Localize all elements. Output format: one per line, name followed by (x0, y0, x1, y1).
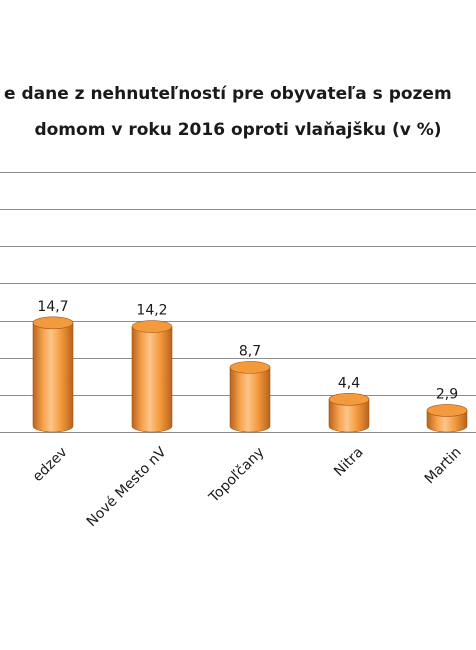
bar-top-cap (328, 393, 370, 406)
category-label: Nové Mesto nV (84, 444, 170, 530)
data-label: 4,4 (338, 375, 360, 391)
category-labels: edzev Nové Mesto nV Topoľčany Nitra Martin (30, 444, 465, 530)
chart-title: e dane z nehnuteľností pre obyvateľa s p… (0, 80, 476, 150)
bar (426, 404, 468, 433)
data-label: 14,7 (37, 299, 68, 315)
bar (229, 361, 271, 433)
bar-body (229, 367, 271, 433)
category-label: Nitra (331, 444, 366, 479)
data-label: 14,2 (136, 303, 167, 319)
bar-body (328, 399, 370, 433)
data-labels: 14,7 14,2 8,7 4,4 2,9 (37, 299, 458, 403)
bar-top-cap (32, 316, 74, 330)
category-label: edzev (30, 444, 71, 485)
bars (32, 316, 468, 433)
chart-title-line-2: domom v roku 2016 oproti vlaňajšku (v %) (34, 120, 442, 140)
bar-top-cap (131, 320, 173, 333)
bar-top-cap (229, 361, 271, 374)
chart-title-line-1: e dane z nehnuteľností pre obyvateľa s p… (4, 84, 452, 104)
bar (131, 320, 173, 433)
category-label: Martin (422, 444, 465, 487)
data-label: 8,7 (239, 343, 261, 359)
data-label: 2,9 (436, 386, 458, 402)
category-label: Topoľčany (205, 444, 267, 506)
bar (328, 393, 370, 433)
bar-body (32, 322, 74, 433)
grid-lines (0, 172, 476, 396)
bar (32, 316, 74, 433)
bar-top-cap (426, 404, 468, 417)
bar-body (131, 326, 173, 433)
